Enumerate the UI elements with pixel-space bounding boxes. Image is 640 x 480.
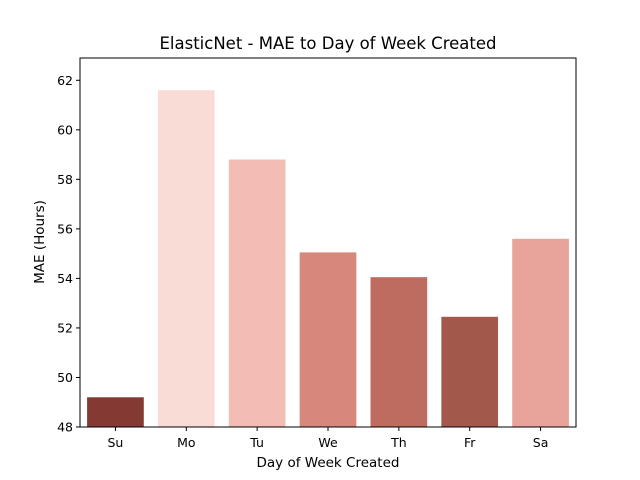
x-tick-label-tu: Tu xyxy=(249,435,264,450)
x-tick-label-su: Su xyxy=(107,435,123,450)
y-tick-label-56: 56 xyxy=(57,221,73,236)
y-tick-label-60: 60 xyxy=(57,122,73,137)
bar-th xyxy=(370,277,428,427)
bar-tu xyxy=(228,159,286,427)
bars-group xyxy=(87,90,569,427)
x-tick-label-sa: Sa xyxy=(533,435,549,450)
y-tick-label-58: 58 xyxy=(57,172,73,187)
chart-title: ElasticNet - MAE to Day of Week Created xyxy=(160,34,497,53)
x-tick-label-mo: Mo xyxy=(177,435,195,450)
y-tick-label-48: 48 xyxy=(57,420,73,435)
x-axis: Su Mo Tu We Th Fr Sa xyxy=(107,427,548,450)
bar-fr xyxy=(441,316,499,427)
y-tick-label-62: 62 xyxy=(57,73,73,88)
bar-su xyxy=(87,397,144,427)
x-tick-label-we: We xyxy=(318,435,338,450)
x-tick-label-th: Th xyxy=(390,435,407,450)
x-tick-label-fr: Fr xyxy=(464,435,476,450)
y-axis: 48 50 52 54 56 58 60 62 xyxy=(57,73,80,435)
x-axis-label: Day of Week Created xyxy=(257,455,400,471)
bar-we xyxy=(299,252,357,427)
bar-sa xyxy=(512,238,569,427)
y-tick-label-52: 52 xyxy=(57,320,73,335)
bar-mo xyxy=(157,90,215,427)
y-tick-label-54: 54 xyxy=(57,271,73,286)
y-axis-label: MAE (Hours) xyxy=(32,200,48,284)
y-tick-label-50: 50 xyxy=(57,370,73,385)
